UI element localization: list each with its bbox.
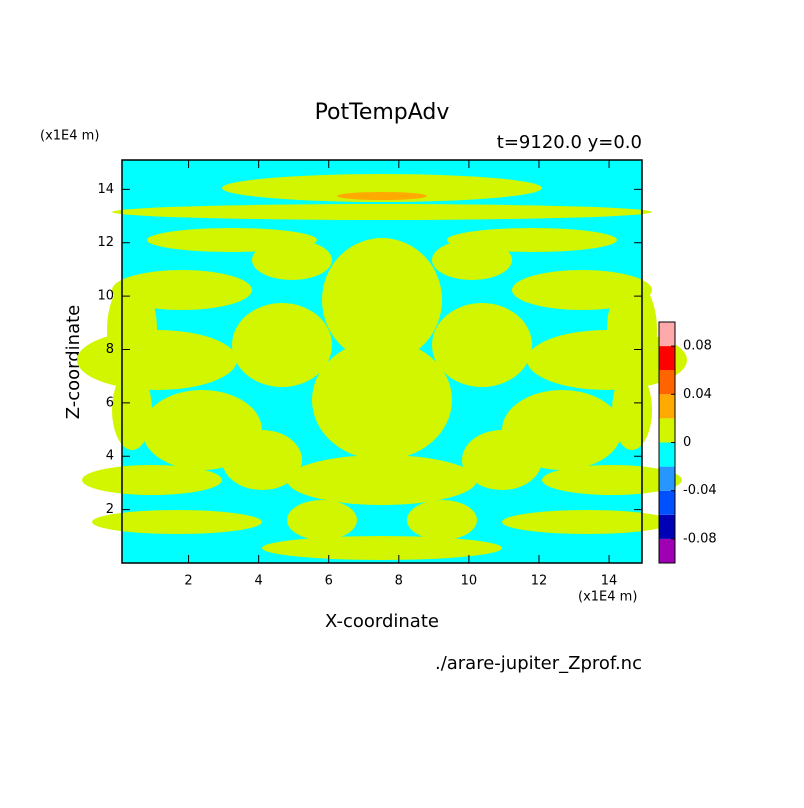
plot-frame [121,159,643,564]
contour-fill [287,455,477,505]
contour-fill [407,500,477,540]
contour-fill [77,330,237,390]
contour-fill [222,430,302,490]
y-tick-label: 8 [106,342,114,357]
colorbar-cell [659,418,675,443]
x-tick-label: 4 [255,574,263,589]
x-tick-label: 10 [461,574,478,589]
y-tick-label: 2 [106,502,114,517]
contour-fill [607,280,657,380]
colorbar-tick-label: -0.08 [683,531,717,546]
contour-fill [232,303,332,387]
file-label: ./arare-jupiter_Zprof.nc [435,653,642,674]
y-tick-label: 10 [97,289,114,304]
colorbar-tick-label: -0.04 [683,483,717,498]
y-tick-label: 4 [106,449,114,464]
colorbar-cell [659,322,675,347]
colorbar-cell [659,394,675,419]
y-tick-label: 6 [106,395,114,410]
contour-fill [262,536,502,560]
colorbar-cell [659,370,675,395]
contour-fill [337,192,427,200]
colorbar-cell [659,346,675,371]
contour-fill [222,174,542,202]
contour-fill [112,370,152,450]
x-tick-label: 2 [184,574,192,589]
y-axis-label: Z-coordinate [63,305,84,420]
colorbar-tick-label: 0.08 [683,339,712,354]
colorbar-cell [659,490,675,515]
contour-fill [502,510,672,534]
contour-fill [82,465,222,495]
contour-fill [312,340,452,460]
colorbar-tick-label: 0 [683,435,691,450]
colorbar-cell [659,442,675,467]
contour-fill [462,430,542,490]
x-axis-label: X-coordinate [325,611,439,632]
contour-fill [432,303,532,387]
contour-fill [432,240,512,280]
contour-fill [287,500,357,540]
x-tick-label: 12 [531,574,548,589]
contour-fill [252,240,332,280]
colorbar-cell [659,538,675,563]
y-tick-label: 12 [97,235,114,250]
contour-fill [107,280,157,380]
colorbar-cell [659,466,675,491]
contour-fill [542,465,682,495]
x-tick-label: 14 [601,574,618,589]
contour-fill [612,370,652,450]
colorbar-cell [659,514,675,539]
y-unit: (x1E4 m) [40,129,99,144]
x-unit: (x1E4 m) [578,590,637,605]
contour-fill [112,204,652,220]
x-tick-label: 8 [395,574,403,589]
x-tick-label: 6 [325,574,333,589]
chart-title: PotTempAdv [315,100,450,125]
contour-fill [322,238,442,362]
contour-fill [92,510,262,534]
contour-level [77,174,687,560]
subtitle: t=9120.0 y=0.0 [497,132,642,153]
y-tick-label: 14 [97,182,114,197]
colorbar-tick-label: 0.04 [683,387,712,402]
